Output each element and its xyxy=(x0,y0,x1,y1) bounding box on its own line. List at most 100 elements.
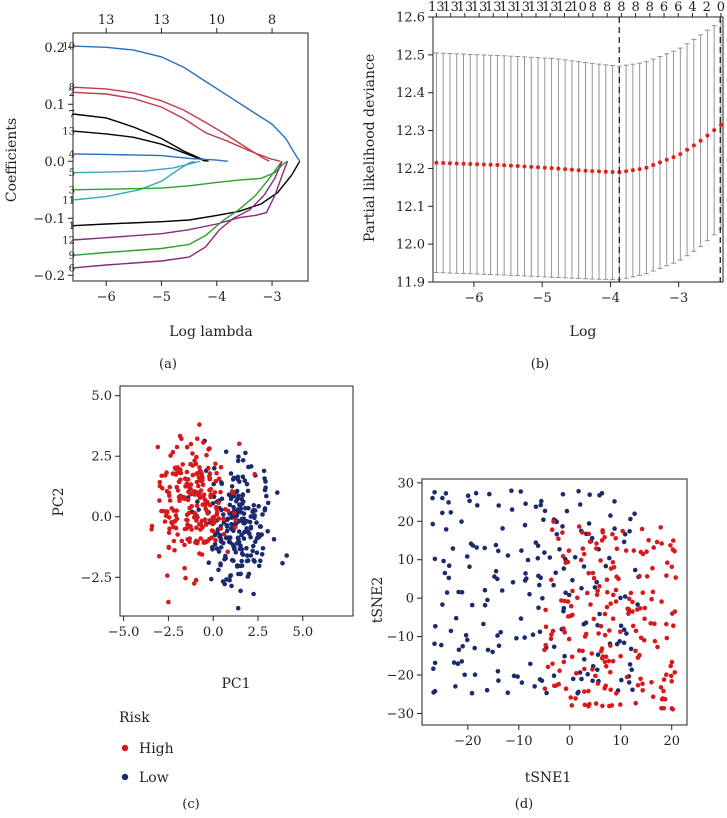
d-point-high xyxy=(644,549,649,554)
d-point-high xyxy=(635,683,641,688)
c-point-low xyxy=(284,553,290,558)
d-point-low xyxy=(467,498,472,504)
d-ytick-label: −30 xyxy=(387,707,414,722)
c-point-high xyxy=(197,551,202,556)
c-point-low xyxy=(210,546,215,552)
d-point-low xyxy=(482,602,488,608)
c-point-low xyxy=(251,503,257,508)
c-point-high xyxy=(184,526,190,531)
d-point-low xyxy=(551,644,557,650)
d-point-high xyxy=(573,696,578,701)
c-point-high xyxy=(167,526,172,531)
c-point-low xyxy=(221,512,226,517)
d-point-high xyxy=(574,671,579,676)
d-point-high xyxy=(633,648,638,654)
d-point-high xyxy=(557,668,562,673)
d-point-high xyxy=(640,551,646,557)
coef-label-8: 8 xyxy=(69,83,75,94)
legend-high-label: High xyxy=(139,741,174,757)
d-point-high xyxy=(556,681,561,687)
d-point-high xyxy=(599,646,605,651)
d-point-low xyxy=(464,554,470,559)
d-point-high xyxy=(602,659,608,665)
c-point-high xyxy=(211,529,216,534)
b-cv-point xyxy=(630,168,635,173)
d-point-low xyxy=(542,550,547,555)
d-xtick-label: 0 xyxy=(566,734,574,749)
c-point-low xyxy=(223,535,229,541)
d-point-high xyxy=(650,565,655,571)
c-point-high xyxy=(233,517,239,523)
d-point-high xyxy=(633,700,638,706)
c-point-low xyxy=(240,474,246,480)
d-point-high xyxy=(630,623,636,629)
c-point-low xyxy=(258,524,264,529)
panel-d-points xyxy=(430,488,678,712)
d-point-low xyxy=(617,639,622,644)
c-point-high xyxy=(196,490,202,496)
coef-path-5 xyxy=(72,160,201,174)
d-point-high xyxy=(551,519,556,524)
d-point-low xyxy=(597,493,602,498)
c-point-low xyxy=(261,468,267,474)
c-point-high xyxy=(195,514,200,520)
d-point-high xyxy=(586,531,592,537)
c-point-high xyxy=(221,517,226,522)
c-point-low xyxy=(275,490,280,495)
b-cv-point xyxy=(522,164,527,169)
c-point-low xyxy=(220,579,226,584)
c-point-low xyxy=(262,487,268,493)
d-point-low xyxy=(459,519,464,524)
c-point-low xyxy=(245,574,251,579)
c-point-low xyxy=(221,520,227,525)
d-point-low xyxy=(473,490,479,496)
d-ytick-label: 30 xyxy=(397,476,414,491)
d-point-low xyxy=(509,488,514,494)
c-point-high xyxy=(199,479,204,484)
b-top-tick-label: 8 xyxy=(631,0,639,15)
d-point-low xyxy=(522,522,528,528)
b-top-tick-label: 13 xyxy=(471,0,488,15)
coef-label-12: 12 xyxy=(62,235,75,246)
c-point-high xyxy=(207,518,212,523)
d-point-low xyxy=(562,653,567,659)
b-top-tick-label: 4 xyxy=(688,0,696,15)
d-point-high xyxy=(614,546,620,552)
c-point-low xyxy=(252,515,257,521)
d-point-low xyxy=(432,688,438,694)
c-point-high xyxy=(193,577,199,583)
d-point-low xyxy=(537,677,543,682)
a-xtick-label: −6 xyxy=(97,290,116,305)
c-point-high xyxy=(187,536,192,541)
c-point-high xyxy=(218,464,224,470)
b-cv-point xyxy=(705,133,710,138)
c-point-low xyxy=(237,502,242,508)
d-point-high xyxy=(597,584,602,589)
c-point-low xyxy=(229,521,234,527)
d-point-low xyxy=(632,511,637,516)
coef-label-13: 13 xyxy=(62,127,75,138)
c-point-high xyxy=(202,517,208,522)
b-top-tick-label: 8 xyxy=(603,0,611,15)
c-point-low xyxy=(228,471,234,476)
d-point-high xyxy=(569,654,575,660)
panel-a-series xyxy=(72,45,301,269)
d-point-low xyxy=(635,602,640,607)
c-point-low xyxy=(218,562,223,568)
c-point-high xyxy=(171,508,177,513)
a-xtick-label: −3 xyxy=(262,290,281,305)
c-point-high xyxy=(167,484,173,490)
b-cv-point xyxy=(664,157,669,162)
d-point-high xyxy=(651,545,656,550)
a-ytick-label: −0.2 xyxy=(33,269,65,284)
coef-label-11: 11 xyxy=(62,196,75,207)
c-point-high xyxy=(163,473,168,478)
c-point-high xyxy=(167,493,172,499)
d-point-high xyxy=(664,621,669,627)
d-point-low xyxy=(505,690,511,695)
d-point-low xyxy=(446,575,452,581)
d-point-low xyxy=(465,637,470,643)
d-point-high xyxy=(593,673,598,679)
c-point-high xyxy=(214,471,219,476)
d-point-low xyxy=(493,542,499,548)
